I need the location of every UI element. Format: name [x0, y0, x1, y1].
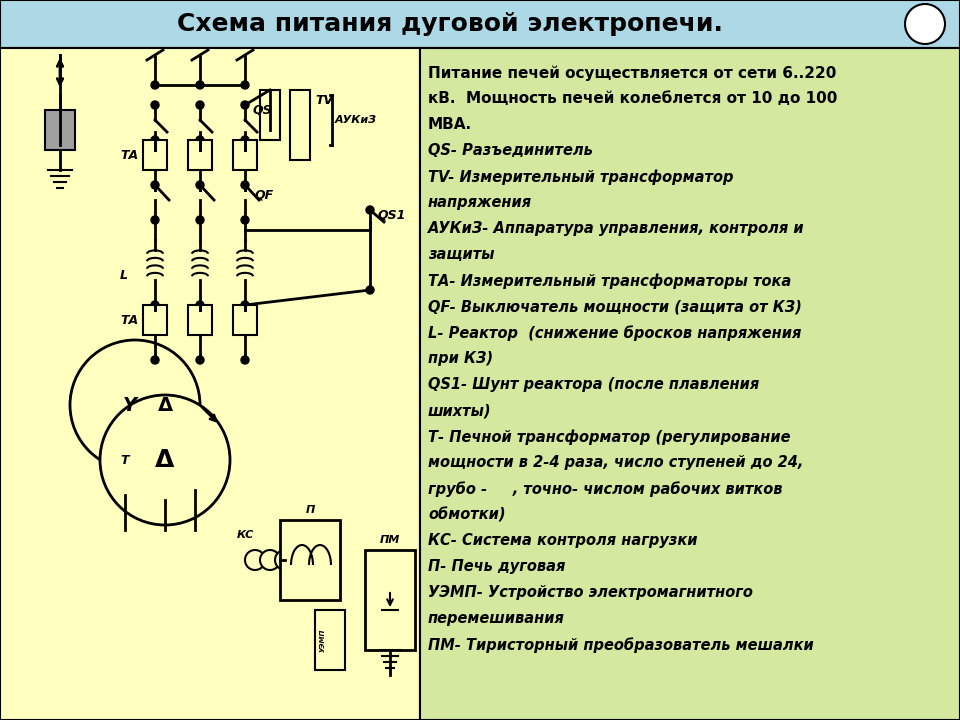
- Circle shape: [260, 550, 280, 570]
- Bar: [365, 550, 415, 650]
- Bar: [233, 140, 257, 170]
- Text: кВ.  Мощность печей колеблется от 10 до 100: кВ. Мощность печей колеблется от 10 до 1…: [428, 91, 837, 106]
- FancyBboxPatch shape: [420, 48, 960, 720]
- Text: обмотки): обмотки): [428, 507, 506, 522]
- Text: QS: QS: [253, 104, 273, 117]
- Text: Т: Т: [120, 454, 129, 467]
- Text: QF: QF: [255, 189, 275, 202]
- Circle shape: [70, 340, 200, 470]
- Circle shape: [151, 181, 159, 189]
- Circle shape: [151, 81, 159, 89]
- Bar: [233, 305, 257, 335]
- Circle shape: [245, 550, 265, 570]
- Circle shape: [151, 146, 159, 154]
- Circle shape: [241, 136, 249, 144]
- Text: КС: КС: [236, 530, 253, 540]
- Circle shape: [196, 301, 204, 309]
- Circle shape: [196, 136, 204, 144]
- Text: АУКиЗ- Аппаратура управления, контроля и: АУКиЗ- Аппаратура управления, контроля и: [428, 221, 804, 236]
- Text: КС- Система контроля нагрузки: КС- Система контроля нагрузки: [428, 533, 698, 548]
- Text: шихты): шихты): [428, 403, 492, 418]
- Text: Δ: Δ: [156, 448, 175, 472]
- Circle shape: [151, 101, 159, 109]
- FancyBboxPatch shape: [0, 0, 960, 48]
- Bar: [290, 90, 310, 160]
- Circle shape: [196, 216, 204, 224]
- Text: TV- Измерительный трансформатор: TV- Измерительный трансформатор: [428, 169, 733, 184]
- Text: L: L: [120, 269, 128, 282]
- Circle shape: [241, 301, 249, 309]
- Circle shape: [241, 216, 249, 224]
- Text: Питание печей осуществляется от сети 6..220: Питание печей осуществляется от сети 6..…: [428, 65, 836, 81]
- Text: Y: Y: [123, 395, 137, 415]
- Text: АУКиЗ: АУКиЗ: [335, 115, 377, 125]
- Text: Т- Печной трансформатор (регулирование: Т- Печной трансформатор (регулирование: [428, 429, 790, 444]
- Text: ТА- Измерительный трансформаторы тока: ТА- Измерительный трансформаторы тока: [428, 273, 791, 289]
- Text: ТА: ТА: [120, 313, 138, 326]
- Circle shape: [151, 356, 159, 364]
- Text: QS- Разъединитель: QS- Разъединитель: [428, 143, 593, 158]
- Circle shape: [241, 356, 249, 364]
- Text: ПМ- Тиристорный преобразователь мешалки: ПМ- Тиристорный преобразователь мешалки: [428, 637, 814, 653]
- Circle shape: [196, 81, 204, 89]
- Text: УЭМП- Устройство электромагнитного: УЭМП- Устройство электромагнитного: [428, 585, 753, 600]
- Text: МВА.: МВА.: [428, 117, 472, 132]
- Circle shape: [366, 206, 374, 214]
- Circle shape: [196, 356, 204, 364]
- Bar: [188, 305, 212, 335]
- Text: защиты: защиты: [428, 247, 494, 262]
- Circle shape: [241, 101, 249, 109]
- Circle shape: [241, 146, 249, 154]
- Bar: [280, 520, 340, 600]
- Bar: [143, 305, 167, 335]
- Text: Δ: Δ: [157, 395, 173, 415]
- Text: грубо -     , точно- числом рабочих витков: грубо - , точно- числом рабочих витков: [428, 481, 782, 497]
- Bar: [315, 610, 345, 670]
- Circle shape: [196, 101, 204, 109]
- Circle shape: [196, 146, 204, 154]
- Circle shape: [905, 4, 945, 44]
- FancyBboxPatch shape: [0, 48, 420, 720]
- Text: П: П: [305, 505, 315, 515]
- Text: мощности в 2-4 раза, число ступеней до 24,: мощности в 2-4 раза, число ступеней до 2…: [428, 455, 804, 470]
- Text: ПМ: ПМ: [380, 535, 400, 545]
- Circle shape: [241, 81, 249, 89]
- Bar: [188, 140, 212, 170]
- Circle shape: [151, 301, 159, 309]
- Bar: [143, 140, 167, 170]
- Circle shape: [366, 286, 374, 294]
- Circle shape: [241, 181, 249, 189]
- Text: при КЗ): при КЗ): [428, 351, 493, 366]
- Text: L- Реактор  (снижение бросков напряжения: L- Реактор (снижение бросков напряжения: [428, 325, 802, 341]
- Text: TV: TV: [315, 94, 333, 107]
- Circle shape: [151, 136, 159, 144]
- Circle shape: [196, 181, 204, 189]
- Text: QF- Выключатель мощности (защита от КЗ): QF- Выключатель мощности (защита от КЗ): [428, 299, 802, 314]
- Circle shape: [151, 216, 159, 224]
- Text: УЭМП: УЭМП: [319, 629, 325, 652]
- Circle shape: [100, 395, 230, 525]
- Text: напряжения: напряжения: [428, 195, 532, 210]
- Text: QS1- Шунт реактора (после плавления: QS1- Шунт реактора (после плавления: [428, 377, 759, 392]
- Text: перемешивания: перемешивания: [428, 611, 564, 626]
- Text: QS1: QS1: [378, 209, 406, 222]
- Text: П- Печь дуговая: П- Печь дуговая: [428, 559, 565, 574]
- Bar: [45, 110, 75, 150]
- Bar: [260, 90, 280, 140]
- Text: ТА: ТА: [120, 148, 138, 161]
- Text: Схема питания дуговой электропечи.: Схема питания дуговой электропечи.: [177, 12, 723, 36]
- Circle shape: [275, 550, 295, 570]
